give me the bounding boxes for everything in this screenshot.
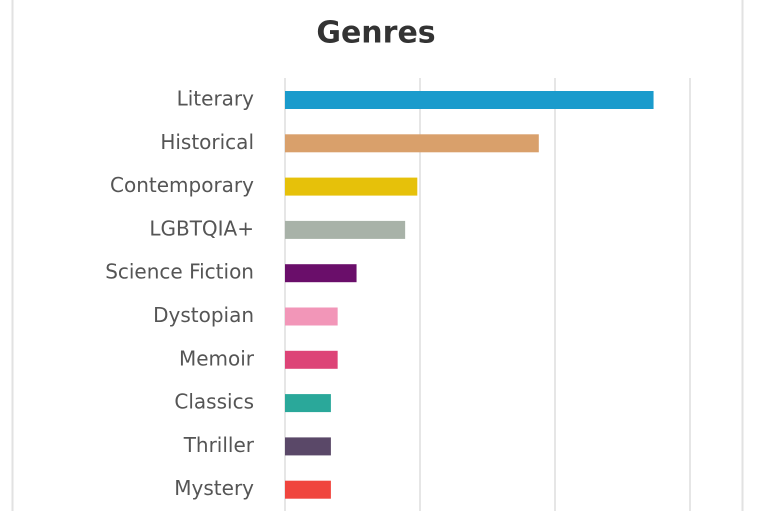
bar	[285, 134, 539, 153]
y-tick-label: Classics	[174, 390, 254, 414]
bar	[285, 220, 406, 239]
y-tick-label: Literary	[177, 87, 255, 111]
y-tick-label: Mystery	[174, 476, 254, 500]
bar	[285, 264, 357, 283]
y-tick-label: Historical	[160, 130, 254, 154]
y-tick-label: Thriller	[183, 433, 255, 457]
bar	[285, 177, 418, 196]
bar	[285, 480, 331, 499]
bar	[285, 394, 331, 413]
bar	[285, 307, 338, 326]
bar	[285, 91, 654, 109]
y-tick-label: LGBTQIA+	[149, 216, 254, 240]
y-tick-label: Science Fiction	[105, 260, 254, 284]
bar	[285, 437, 331, 456]
y-tick-label: Dystopian	[153, 303, 254, 327]
chart-title: Genres	[316, 16, 435, 51]
bar	[285, 350, 338, 369]
y-tick-label: Memoir	[179, 346, 255, 370]
y-tick-label: Contemporary	[110, 173, 254, 197]
